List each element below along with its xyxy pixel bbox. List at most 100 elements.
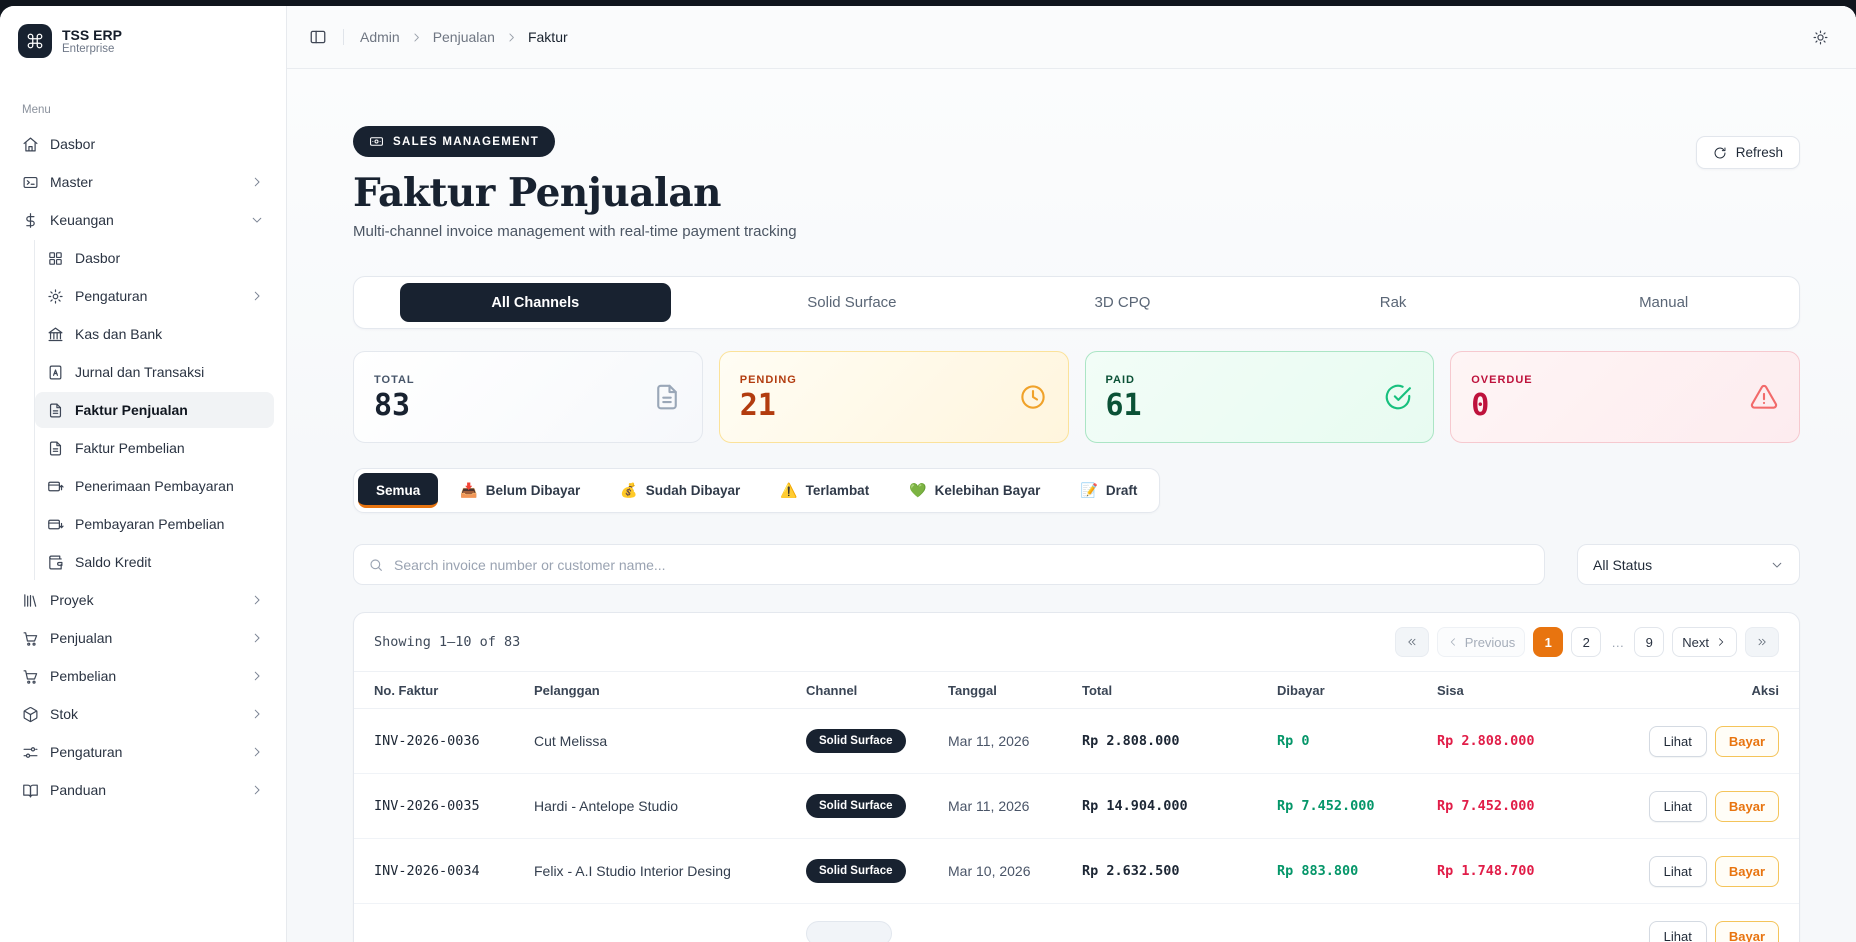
pagination-next-button[interactable]: Next <box>1672 627 1737 657</box>
stat-label: PAID <box>1105 373 1135 386</box>
pagination-page-1[interactable]: 1 <box>1533 627 1564 657</box>
filter-tab-label: Belum Dibayar <box>485 483 581 498</box>
check-circle-icon <box>1385 384 1412 410</box>
alert-triangle-icon <box>1750 384 1778 409</box>
sidebar-item-label: Faktur Penjualan <box>75 402 188 418</box>
channel-tab-manual[interactable]: Manual <box>1639 294 1689 311</box>
view-button[interactable]: Lihat <box>1648 790 1707 822</box>
breadcrumb: Admin Penjualan Faktur <box>360 29 568 45</box>
chevron-right-icon <box>254 595 260 605</box>
pagination-last-button[interactable] <box>1745 627 1779 657</box>
chevron-right-icon <box>254 291 260 301</box>
stat-label: OVERDUE <box>1471 373 1533 386</box>
search-row: All Status <box>353 544 1800 585</box>
cart-icon <box>23 631 38 646</box>
filter-tab-label: Terlambat <box>805 483 870 498</box>
sidebar-item-label: Saldo Kredit <box>75 554 152 570</box>
wallet-icon <box>49 555 63 569</box>
cell-paid: Rp 0 <box>1277 733 1310 749</box>
filter-tab-terlambat[interactable]: ⚠️ Terlambat <box>762 473 887 508</box>
theme-toggle-button[interactable] <box>1806 23 1834 51</box>
channel-tab-all-channels[interactable]: All Channels <box>400 283 671 322</box>
column-header-no-faktur: No. Faktur <box>374 682 439 698</box>
sidebar-item-label: Penjualan <box>50 630 113 646</box>
channel-badge: Solid Surface <box>806 794 906 818</box>
filter-tab-kelebihan-bayar[interactable]: 💚 Kelebihan Bayar <box>891 473 1058 508</box>
view-button[interactable]: Lihat <box>1648 920 1707 942</box>
cell-total: Rp 2.632.500 <box>1082 863 1180 879</box>
status-dropdown[interactable]: All Status <box>1577 544 1800 585</box>
sidebar-item-pembelian[interactable]: Pembelian <box>12 658 274 694</box>
invoice-table-card: Showing 1–10 of 83 Previous 1 2 … 9 Next No. … <box>353 612 1800 942</box>
filter-tab-belum-dibayar[interactable]: 📥 Belum Dibayar <box>442 473 598 508</box>
sidebar-item-label: Faktur Pembelian <box>75 440 185 456</box>
grid-icon <box>49 251 62 265</box>
breadcrumb-item-penjualan[interactable]: Penjualan <box>432 29 495 45</box>
sidebar-toggle-button[interactable] <box>309 28 327 46</box>
breadcrumb-item-faktur: Faktur <box>527 29 568 45</box>
sidebar-item-faktur-pembelian[interactable]: Faktur Pembelian <box>35 430 274 466</box>
sidebar-item-penjualan[interactable]: Penjualan <box>12 620 274 656</box>
search-icon <box>370 558 382 571</box>
pay-button[interactable]: Bayar <box>1714 855 1779 887</box>
sidebar-item-keuangan[interactable]: Keuangan <box>12 202 274 238</box>
channel-tab-3d-cpq[interactable]: 3D CPQ <box>1094 294 1151 311</box>
app-subtitle: Enterprise <box>62 43 115 56</box>
sidebar-item-label: Pembelian <box>50 668 117 684</box>
sidebar-item-jurnal-dan-transaksi[interactable]: Jurnal dan Transaksi <box>35 354 274 390</box>
sidebar-item-master[interactable]: Master <box>12 164 274 200</box>
sidebar-item-proyek[interactable]: Proyek <box>12 582 274 618</box>
sidebar-item-pengaturan[interactable]: Pengaturan <box>12 734 274 770</box>
sidebar-item-panduan[interactable]: Panduan <box>12 772 274 808</box>
cell-date: Mar 11, 2026 <box>948 733 1030 749</box>
view-button[interactable]: Lihat <box>1648 855 1707 887</box>
table-body: INV-2026-0036 Cut Melissa Solid Surface Mar… <box>354 709 1799 942</box>
pagination-first-button[interactable] <box>1394 627 1429 657</box>
pagination: Previous 1 2 … 9 Next <box>1394 627 1779 657</box>
filter-tab-semua[interactable]: Semua <box>358 473 439 508</box>
channel-tab-rak[interactable]: Rak <box>1379 294 1407 311</box>
pay-button[interactable]: Bayar <box>1714 790 1779 822</box>
sidebar-item-faktur-penjualan[interactable]: Faktur Penjualan <box>35 392 274 428</box>
section-badge: SALES MANAGEMENT <box>353 126 556 157</box>
sidebar-item-pembayaran-pembelian[interactable]: Pembayaran Pembelian <box>35 506 274 542</box>
search-input[interactable] <box>394 556 1530 573</box>
pagination-page-9[interactable]: 9 <box>1634 627 1665 657</box>
breadcrumb-item-admin[interactable]: Admin <box>360 29 400 45</box>
dollar-icon <box>26 212 35 228</box>
sidebar-item-pengaturan[interactable]: Pengaturan <box>35 278 274 314</box>
topbar: Admin Penjualan Faktur <box>287 6 1856 69</box>
filter-tab-draft[interactable]: 📝 Draft <box>1062 473 1155 508</box>
page-header: SALES MANAGEMENT Faktur Penjualan Multi-… <box>353 126 1800 240</box>
logo-mark <box>18 24 52 58</box>
sidebar-item-label: Pembayaran Pembelian <box>75 516 225 532</box>
sidebar-item-label: Pengaturan <box>50 744 123 760</box>
stat-value: 61 <box>1105 387 1142 423</box>
channel-badge <box>806 921 892 942</box>
refresh-button[interactable]: Refresh <box>1695 136 1800 169</box>
channel-tab-solid-surface[interactable]: Solid Surface <box>807 294 897 311</box>
sidebar-item-penerimaan-pembayaran[interactable]: Penerimaan Pembayaran <box>35 468 274 504</box>
column-header-total: Total <box>1082 682 1113 698</box>
filter-tab-sudah-dibayar[interactable]: 💰 Sudah Dibayar <box>602 473 758 508</box>
chevron-right-icon <box>414 33 419 41</box>
chevron-right-icon <box>254 177 260 187</box>
pay-button[interactable]: Bayar <box>1714 725 1779 757</box>
cell-invoice-number: INV-2026-0036 <box>374 733 480 749</box>
sidebar-item-label: Stok <box>50 706 79 722</box>
sidebar-item-stok[interactable]: Stok <box>12 696 274 732</box>
chevron-right-icon <box>254 709 260 719</box>
file-icon <box>49 441 62 455</box>
sidebar-item-dasbor[interactable]: Dasbor <box>35 240 274 276</box>
sidebar-item-kas-dan-bank[interactable]: Kas dan Bank <box>35 316 274 352</box>
sidebar-item-dasbor[interactable]: Dasbor <box>12 126 274 162</box>
pagination-page-2[interactable]: 2 <box>1571 627 1602 657</box>
sidebar-item-label: Dasbor <box>50 136 96 152</box>
pagination-previous-button[interactable]: Previous <box>1436 627 1526 657</box>
sidebar-item-saldo-kredit[interactable]: Saldo Kredit <box>35 544 274 580</box>
panel-left-icon <box>310 30 326 44</box>
column-header-pelanggan: Pelanggan <box>534 682 600 698</box>
pay-button[interactable]: Bayar <box>1714 920 1779 942</box>
view-button[interactable]: Lihat <box>1648 725 1707 757</box>
cell-customer: Cut Melissa <box>534 733 608 749</box>
